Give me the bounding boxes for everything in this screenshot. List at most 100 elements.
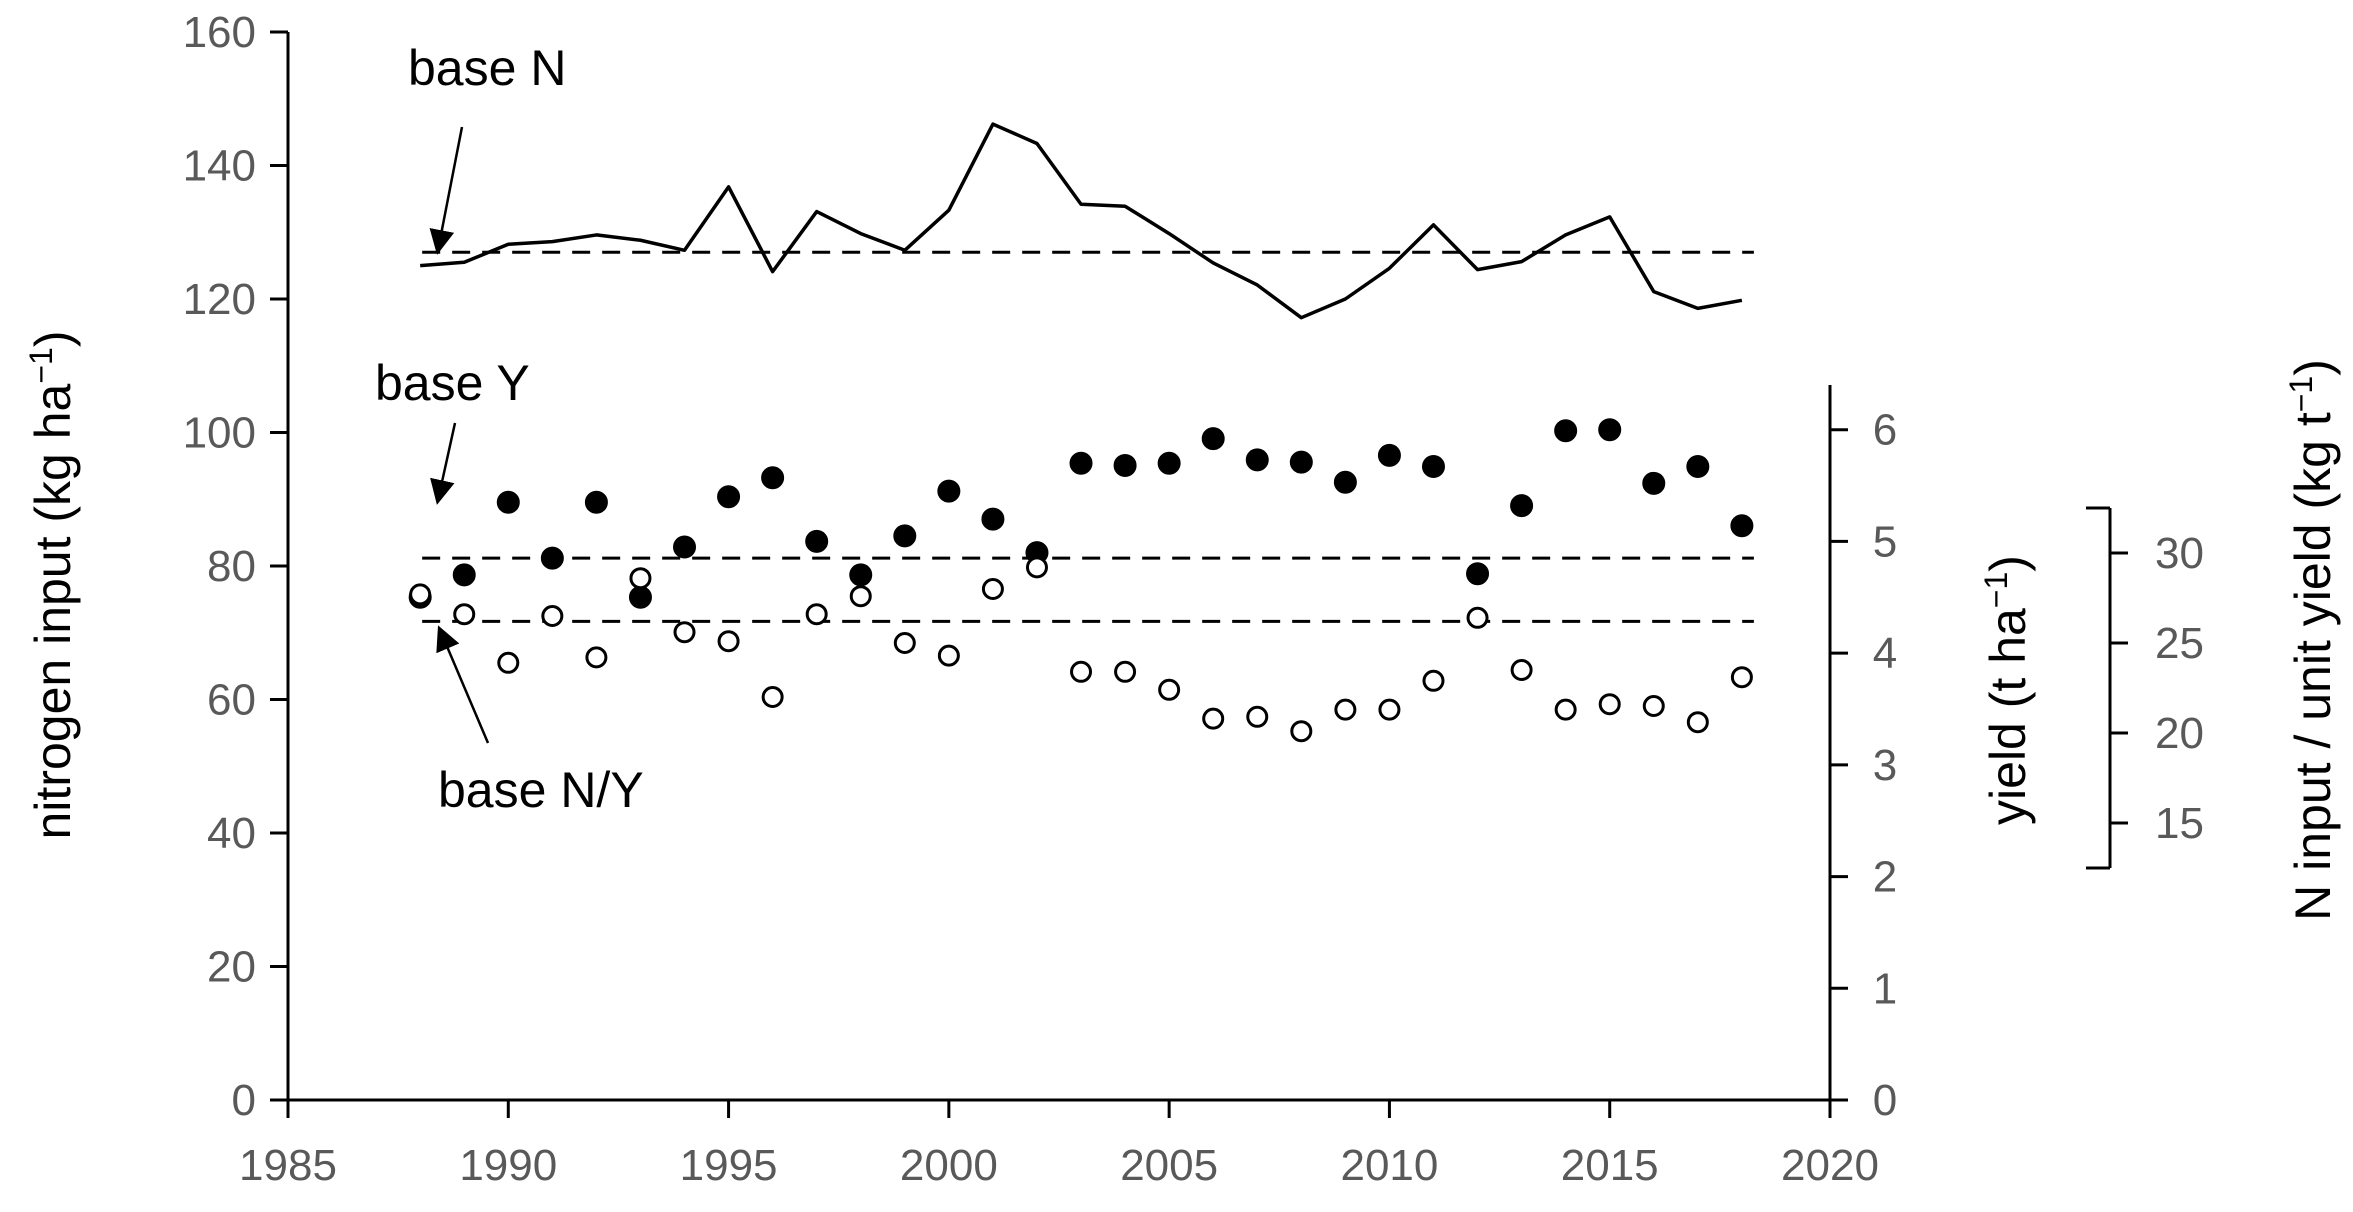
y-left-tick-label: 80: [207, 542, 256, 591]
y-ratio-tick-label: 15: [2155, 799, 2204, 848]
n-per-yield-point: [1466, 606, 1489, 629]
y-left-tick-label: 0: [232, 1076, 256, 1125]
yield-point: [1642, 471, 1666, 495]
x-tick-label: 2015: [1561, 1141, 1659, 1190]
annotation-label: base N/Y: [438, 762, 644, 818]
yield-point: [1421, 455, 1445, 479]
n-per-yield-point: [673, 621, 696, 644]
yield-point: [717, 485, 741, 509]
annotation-label: base N: [408, 40, 566, 96]
y-yield-tick-label: 0: [1873, 1076, 1897, 1125]
n-per-yield-point: [893, 632, 916, 654]
n-per-yield-point: [1114, 660, 1137, 683]
n-per-yield-point: [1422, 669, 1445, 692]
yield-point: [1730, 514, 1754, 538]
n-per-yield-point: [981, 578, 1004, 600]
n-per-yield-point: [1290, 720, 1313, 743]
yield-point: [937, 479, 961, 503]
y-yield-tick-label: 4: [1873, 629, 1897, 678]
annotation-label: base Y: [375, 355, 530, 411]
yield-point: [1554, 419, 1578, 443]
y-left-tick-label: 60: [207, 676, 256, 725]
yield-point: [1069, 451, 1093, 475]
y-left-tick-label: 20: [207, 943, 256, 992]
n-per-yield-point: [1334, 698, 1357, 721]
yield-point: [673, 535, 697, 559]
n-per-yield-point: [629, 567, 652, 590]
n-per-yield-point: [1554, 698, 1577, 721]
n-per-yield-point: [1686, 711, 1709, 734]
x-tick-label: 2020: [1781, 1141, 1879, 1190]
n-per-yield-point: [849, 585, 872, 608]
y-ratio-tick-label: 20: [2155, 709, 2204, 758]
y-ratio-tick-label: 30: [2155, 529, 2204, 578]
annotation-arrow: [436, 625, 490, 744]
n-per-yield-point: [497, 651, 520, 674]
n-per-yield-point: [1642, 695, 1665, 717]
n-per-yield-point: [1025, 556, 1048, 579]
yield-point: [496, 490, 520, 514]
yield-point: [1289, 450, 1313, 474]
n-per-yield-point: [453, 603, 476, 626]
y-left-tick-label: 140: [183, 142, 256, 191]
y-yield-tick-label: 5: [1873, 517, 1897, 566]
x-tick-label: 2010: [1340, 1141, 1438, 1190]
yield-point: [452, 563, 476, 587]
yield-point: [1157, 451, 1181, 475]
yield-point: [1245, 448, 1269, 472]
x-tick-label: 1990: [459, 1141, 557, 1190]
y-yield-tick-label: 1: [1873, 964, 1897, 1013]
n-per-yield-point: [1158, 678, 1181, 701]
n-per-yield-point: [585, 646, 608, 669]
n-per-yield-point: [1070, 660, 1093, 683]
axis-titles: nitrogen input (kg ha−1) yield (t ha−1) N …: [23, 331, 2341, 921]
x-tick-label: 1985: [239, 1141, 337, 1190]
n-per-yield-point: [541, 605, 564, 627]
n-per-yield-point: [805, 603, 828, 626]
yield-point: [584, 490, 608, 514]
y-yield-tick-label: 3: [1873, 741, 1897, 790]
x-tick-label: 2000: [900, 1141, 998, 1190]
annotation-arrow: [429, 126, 464, 255]
yield-point: [893, 524, 917, 548]
yield-point: [1201, 427, 1225, 451]
y-yield-tick-label: 6: [1873, 406, 1897, 455]
yield-point: [628, 585, 652, 609]
yield-point: [1333, 470, 1357, 494]
x-tick-label: 1995: [680, 1141, 778, 1190]
annotations: base N base Y base N/Y: [375, 40, 644, 818]
yield-point: [849, 563, 873, 587]
n-per-yield-point: [761, 686, 784, 708]
yield-point: [540, 546, 564, 570]
x-tick-label: 2005: [1120, 1141, 1218, 1190]
y-left-tick-label: 160: [183, 8, 256, 57]
baselines: [422, 250, 1754, 623]
y-left-tick-label: 100: [183, 409, 256, 458]
y-left-title: nitrogen input (kg ha−1): [23, 331, 81, 840]
nitrogen-input-line: [420, 122, 1743, 320]
yield-point: [981, 507, 1005, 531]
n-per-yield-point: [1202, 707, 1225, 730]
y-left-tick-label: 40: [207, 809, 256, 858]
n-per-yield-point: [717, 630, 740, 653]
n-per-yield-point: [1510, 659, 1533, 681]
yield-point: [1598, 418, 1622, 442]
yield-point: [761, 466, 785, 490]
yield-point: [1686, 455, 1710, 479]
yield-point: [1510, 494, 1534, 518]
y-ratio-title: N input / unit yield (kg t−1): [2283, 359, 2341, 921]
n-per-yield-point: [1598, 693, 1621, 716]
n-per-yield-point: [1730, 666, 1753, 689]
yield-point: [1113, 453, 1137, 477]
yield-point: [1466, 562, 1490, 586]
n-per-yield-point: [1378, 698, 1401, 721]
y-yield-title: yield (t ha−1): [1978, 555, 2036, 825]
yield-point: [805, 529, 829, 553]
y-ratio-tick-label: 25: [2155, 619, 2204, 668]
annotation-arrow: [430, 422, 457, 505]
series: [408, 122, 1754, 743]
y-left-tick-label: 120: [183, 275, 256, 324]
y-yield-tick-label: 2: [1873, 853, 1897, 902]
